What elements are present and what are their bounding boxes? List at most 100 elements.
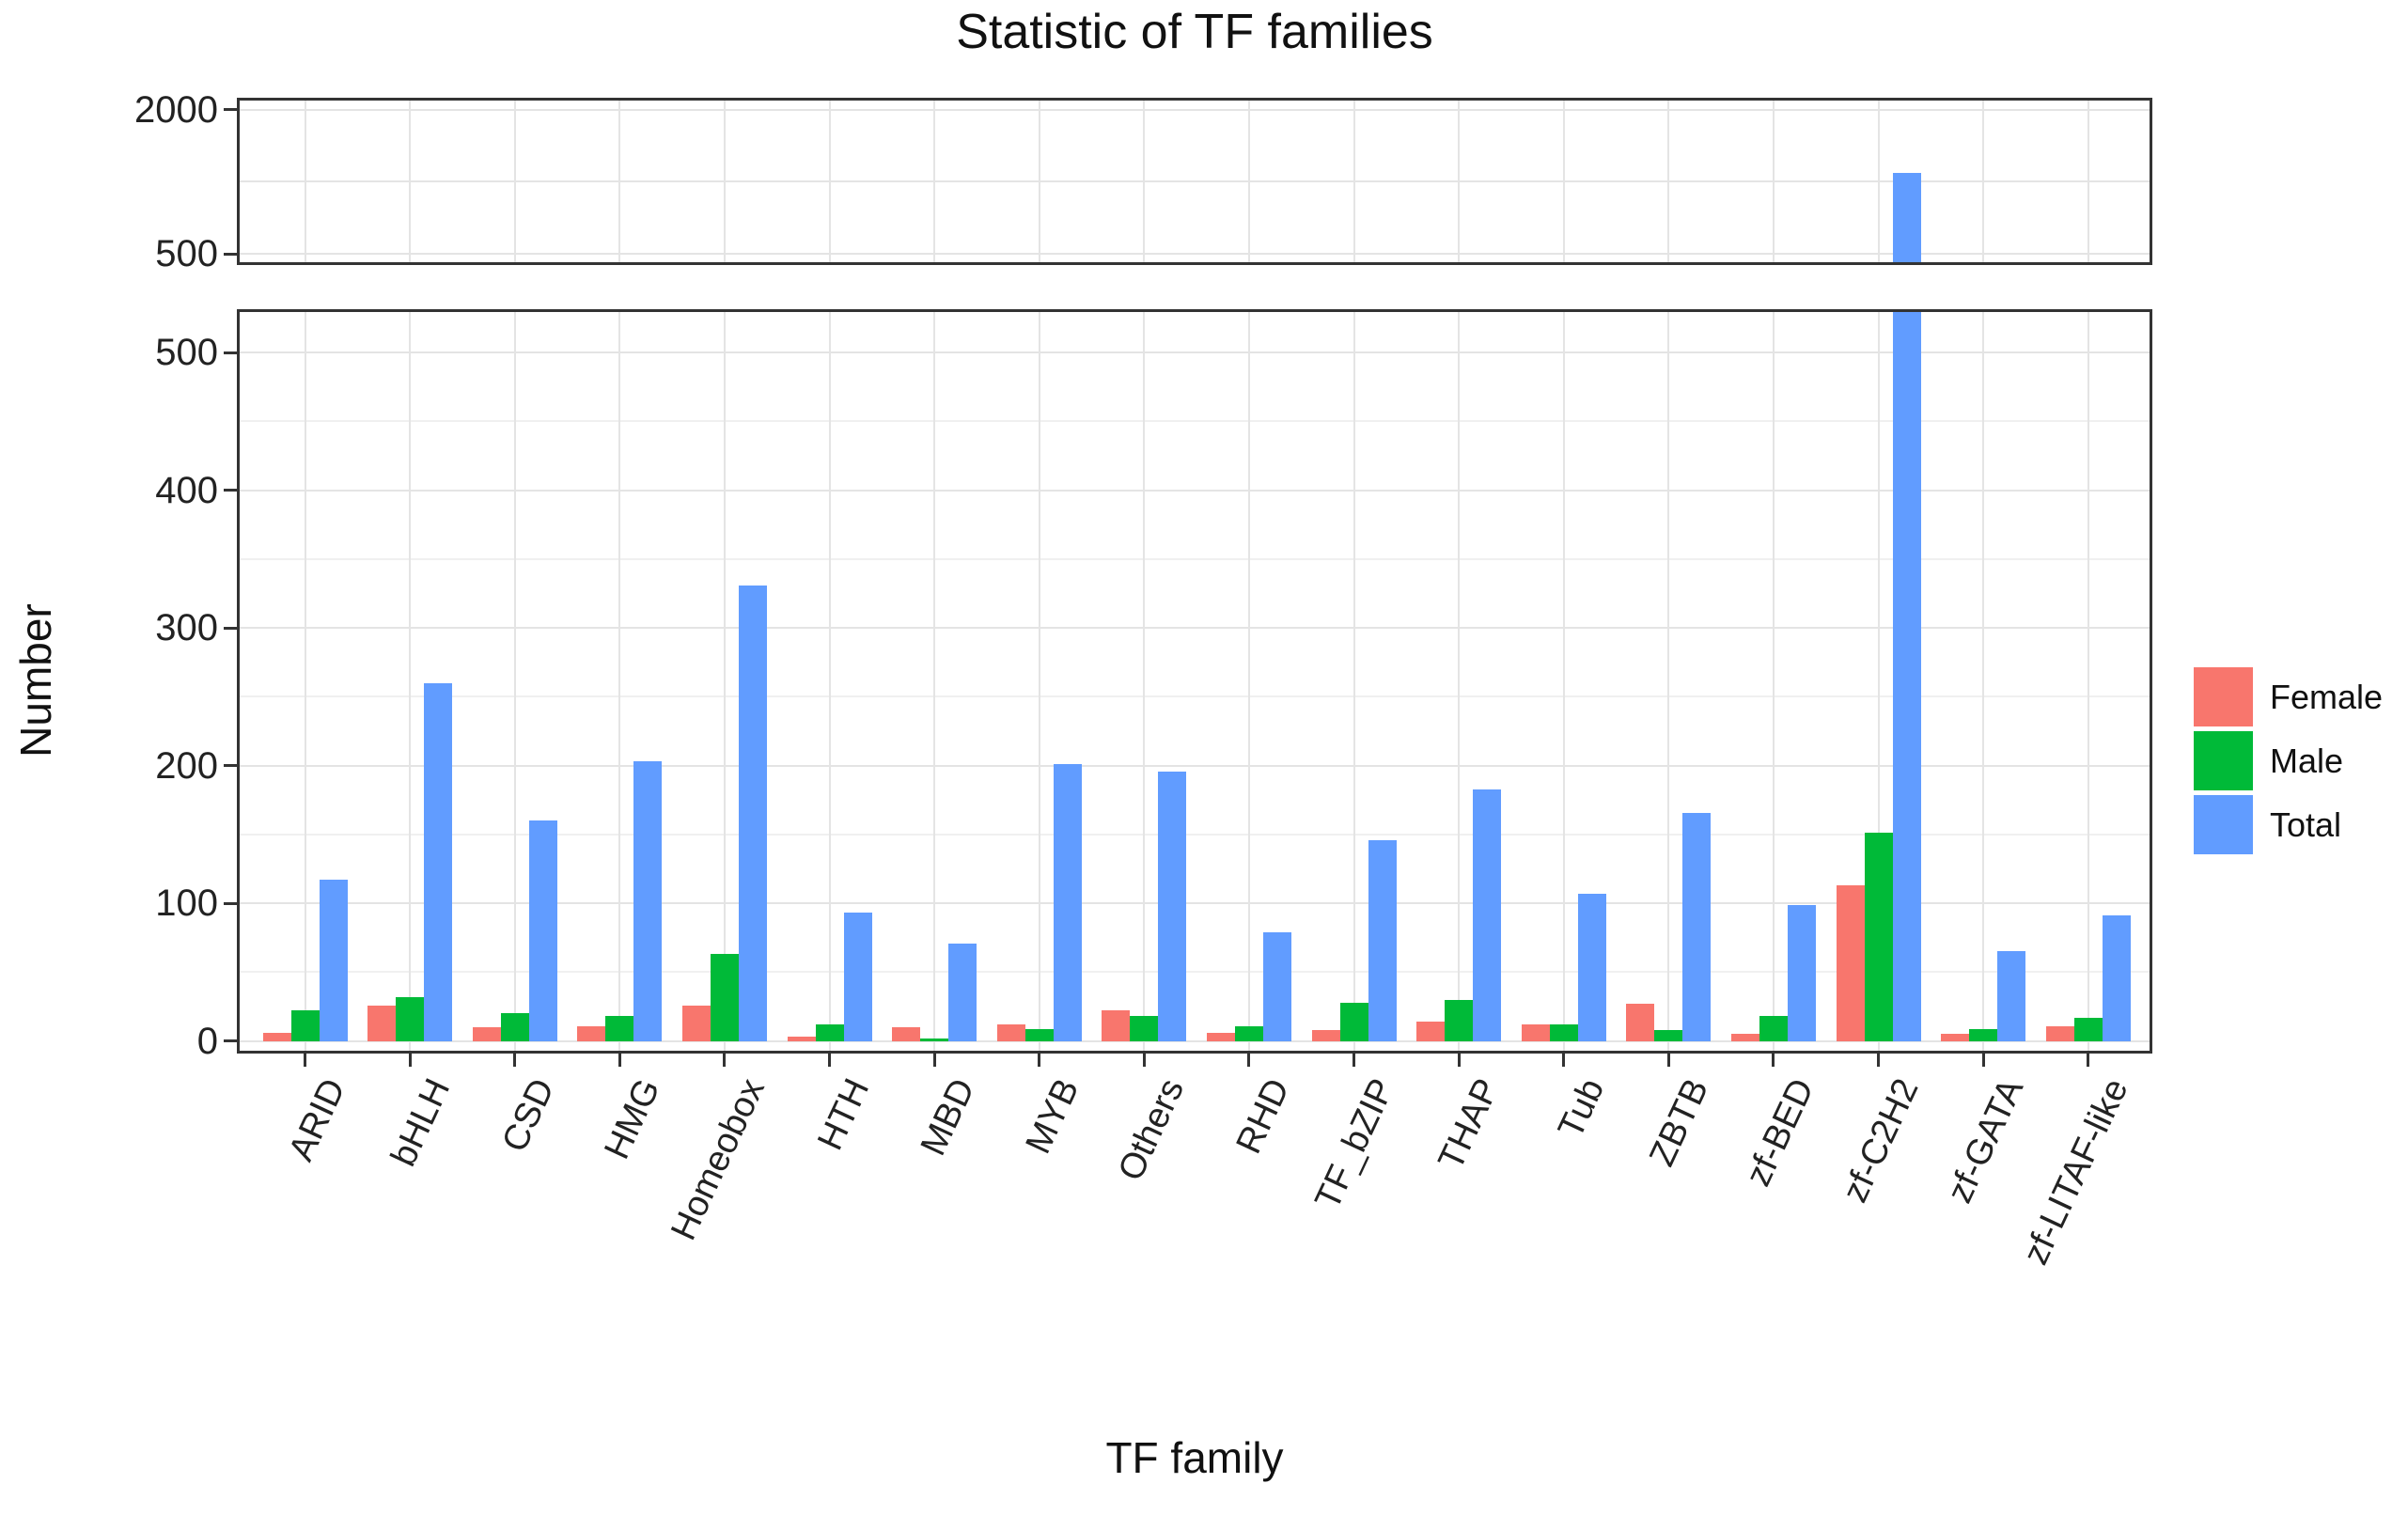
- bar-female-RHD: [1206, 1032, 1235, 1041]
- y-tick-300: [224, 626, 237, 630]
- legend-label-total: Total: [2270, 804, 2342, 844]
- x-tick-label-HMG: HMG: [596, 1072, 668, 1165]
- bar-total-HTH: [843, 913, 872, 1041]
- bar-female-zf-BED: [1730, 1034, 1759, 1041]
- y-tick-label-300: 300: [155, 607, 218, 649]
- gridline-minor-450: [240, 420, 2150, 423]
- bar-female-HMG: [577, 1025, 606, 1041]
- gridline-v-Tub: [1562, 101, 1565, 262]
- bar-total-zf-BED: [1787, 904, 1816, 1041]
- bar-male-zf-C2H2: [1864, 833, 1893, 1041]
- bar-total-zf-GATA: [1997, 951, 2026, 1041]
- y-tick-label-100: 100: [155, 882, 218, 925]
- bar-total-Homeobox: [738, 585, 767, 1041]
- x-tick-label-CSD: CSD: [494, 1072, 563, 1159]
- y-tick-400: [224, 489, 237, 492]
- x-tick-zf-LITAF-like: [2087, 1054, 2090, 1067]
- x-tick-label-ARID: ARID: [281, 1072, 353, 1167]
- gridline-v-HMG: [618, 312, 621, 1051]
- upper-panel: [237, 98, 2152, 265]
- gridline-500: [240, 351, 2150, 354]
- y-tick-0: [224, 1039, 237, 1043]
- y-tick-label-500: 500: [155, 233, 218, 274]
- gridline-2000: [240, 108, 2150, 111]
- x-tick-label-zf-LITAF-like: zf-LITAF-like: [2015, 1072, 2136, 1271]
- bar-female-zf-GATA: [1941, 1034, 1970, 1041]
- gridline-v-zf-GATA: [1982, 101, 1985, 262]
- y-tick-label-2000: 2000: [134, 88, 218, 131]
- bar-total-zf-LITAF-like: [2102, 915, 2131, 1041]
- x-tick-label-HTH: HTH: [810, 1072, 878, 1157]
- bar-female-HTH: [787, 1037, 816, 1041]
- bar-female-THAP: [1416, 1022, 1446, 1041]
- bar-total-MBD: [948, 943, 977, 1041]
- x-tick-RHD: [1247, 1054, 1251, 1067]
- bar-female-MYB: [996, 1024, 1025, 1041]
- gridline-v-HTH: [828, 101, 831, 262]
- bar-female-zf-LITAF-like: [2045, 1025, 2074, 1041]
- y-tick-100: [224, 901, 237, 905]
- bar-male-HTH: [815, 1024, 844, 1041]
- bar-upper-total-zf-C2H2: [1892, 172, 1921, 262]
- bar-male-bHLH: [396, 996, 425, 1041]
- bar-female-CSD: [472, 1027, 501, 1041]
- bar-total-zf-C2H2: [1892, 312, 1921, 1041]
- gridline-v-bHLH: [409, 312, 412, 1051]
- bar-total-THAP: [1473, 789, 1502, 1041]
- gridline-v-Others: [1143, 312, 1146, 1051]
- bar-total-HMG: [633, 761, 663, 1041]
- x-tick-label-TF_bZIP: TF_bZIP: [1307, 1072, 1402, 1216]
- legend-swatch-total: [2194, 795, 2253, 854]
- x-tick-label-RHD: RHD: [1228, 1072, 1298, 1160]
- x-tick-label-ZBTB: ZBTB: [1642, 1072, 1717, 1173]
- gridline-500: [240, 253, 2150, 255]
- gridline-v-zf-LITAF-like: [2087, 312, 2089, 1051]
- x-tick-zf-GATA: [1981, 1054, 1985, 1067]
- y-tick-500: [224, 252, 237, 256]
- gridline-v-Homeobox: [723, 101, 726, 262]
- gridline-v-MBD: [933, 101, 936, 262]
- gridline-200: [240, 764, 2150, 767]
- gridline-v-zf-LITAF-like: [2087, 101, 2089, 262]
- bar-female-bHLH: [367, 1005, 397, 1041]
- y-axis-title: Number: [11, 603, 60, 758]
- x-tick-HTH: [828, 1054, 831, 1067]
- x-tick-Tub: [1562, 1054, 1566, 1067]
- bar-female-Homeobox: [681, 1005, 711, 1041]
- x-tick-label-Homeobox: Homeobox: [664, 1072, 774, 1246]
- x-tick-Homeobox: [723, 1054, 727, 1067]
- gridline-v-zf-GATA: [1982, 312, 1985, 1051]
- legend-label-male: Male: [2270, 741, 2344, 780]
- bar-female-Others: [1102, 1010, 1131, 1041]
- gridline-v-zf-BED: [1772, 101, 1775, 262]
- bar-total-ZBTB: [1682, 812, 1712, 1041]
- bar-total-MYB: [1053, 764, 1082, 1041]
- gridline-v-HMG: [618, 101, 621, 262]
- gridline-v-MYB: [1038, 101, 1040, 262]
- y-tick-2000: [224, 108, 237, 112]
- x-tick-label-zf-BED: zf-BED: [1738, 1072, 1822, 1193]
- x-tick-label-MBD: MBD: [913, 1072, 983, 1162]
- gridline-0: [240, 1039, 2150, 1042]
- bar-female-Tub: [1521, 1024, 1550, 1041]
- bar-male-ARID: [290, 1010, 320, 1041]
- gridline-minor-50: [240, 971, 2150, 974]
- bar-male-zf-BED: [1759, 1016, 1788, 1041]
- bar-total-RHD: [1262, 931, 1291, 1041]
- gridline-v-ARID: [304, 101, 306, 262]
- bar-female-zf-C2H2: [1836, 885, 1865, 1041]
- y-tick-500: [224, 351, 237, 354]
- gridline-v-ZBTB: [1667, 312, 1670, 1051]
- y-tick-label-500: 500: [155, 332, 218, 374]
- gridline-v-RHD: [1247, 312, 1250, 1051]
- gridline-v-MBD: [933, 312, 936, 1051]
- x-tick-label-THAP: THAP: [1431, 1072, 1508, 1177]
- x-tick-ZBTB: [1666, 1054, 1670, 1067]
- x-tick-MYB: [1038, 1054, 1041, 1067]
- legend-item-male: Male: [2194, 731, 2383, 790]
- bar-male-zf-LITAF-like: [2073, 1017, 2103, 1041]
- gridline-v-MYB: [1038, 312, 1040, 1051]
- bar-total-Others: [1158, 771, 1187, 1041]
- gridline-v-CSD: [513, 101, 516, 262]
- bar-male-TF_bZIP: [1339, 1002, 1368, 1041]
